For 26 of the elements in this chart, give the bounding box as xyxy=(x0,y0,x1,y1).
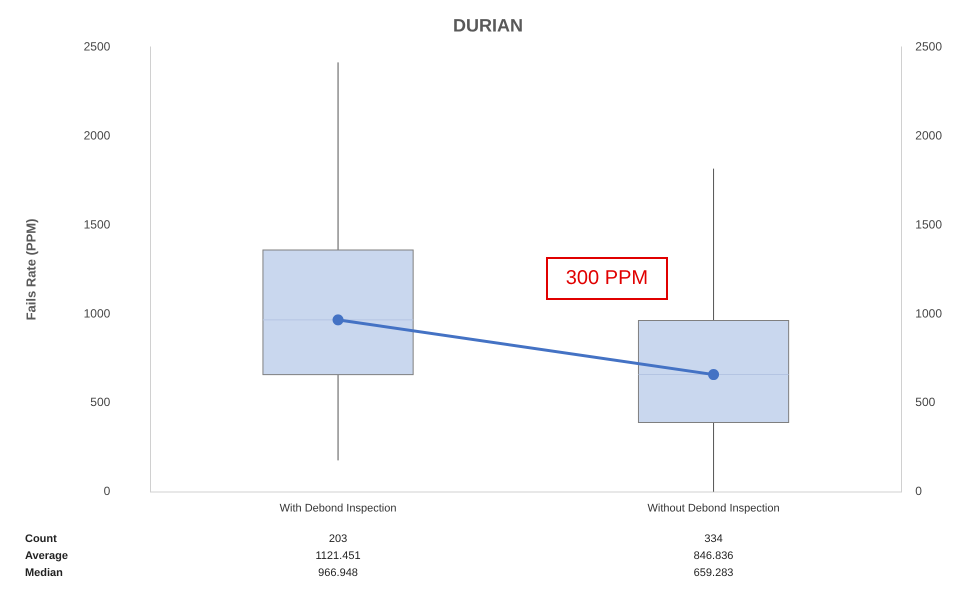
y-axis-title: Fails Rate (PPM) xyxy=(23,218,38,320)
y-tick-label: 1000 xyxy=(84,306,111,320)
text: 966.948 xyxy=(318,567,358,579)
annotation: 300 PPM xyxy=(546,257,668,300)
y2-tick-label: 1000 xyxy=(915,306,942,320)
x-tick-label: Without Debond Inspection xyxy=(648,502,780,514)
y-tick-label: 2000 xyxy=(84,128,111,142)
y2-tick-label: 0 xyxy=(915,484,922,498)
y-tick-label: 2500 xyxy=(84,40,111,54)
y2-tick-label: 1500 xyxy=(915,217,942,232)
text: Count xyxy=(25,533,57,545)
chart-title: DURIAN xyxy=(453,15,523,36)
text: 846.836 xyxy=(694,550,734,562)
y2-tick-label: 2000 xyxy=(915,128,942,142)
text: 203 xyxy=(328,533,348,545)
text: 334 xyxy=(704,533,723,545)
y2-tick-label: 2500 xyxy=(915,40,942,54)
y-tick-label: 500 xyxy=(90,395,111,410)
y-tick-label: 1500 xyxy=(84,217,111,232)
text: 1121.451 xyxy=(316,550,361,562)
text: 659.283 xyxy=(694,567,734,579)
x-tick-label: With Debond Inspection xyxy=(280,502,396,514)
text: Average xyxy=(25,550,68,562)
y2-tick-label: 500 xyxy=(915,395,936,410)
y-tick-label: 0 xyxy=(104,484,111,498)
text: Median xyxy=(25,567,63,579)
